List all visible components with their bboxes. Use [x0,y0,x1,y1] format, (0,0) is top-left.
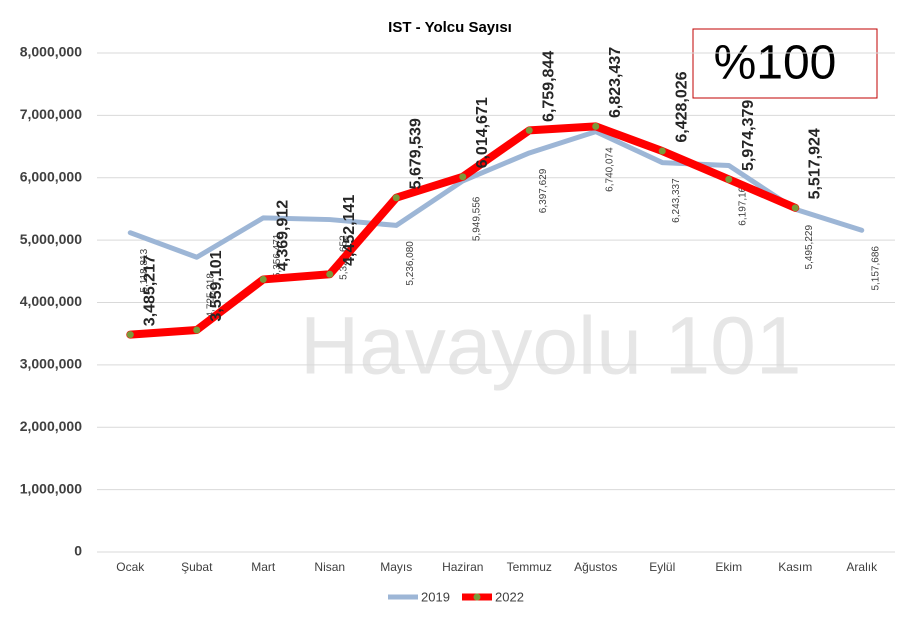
data-label: 6,823,437 [607,47,624,118]
data-label: 5,974,379 [740,100,757,171]
x-tick-label: Ağustos [574,560,617,574]
marker [525,126,533,134]
marker [126,331,134,339]
y-tick-label: 8,000,000 [20,44,82,60]
y-tick-label: 3,000,000 [20,356,82,372]
data-label: 6,243,337 [671,178,682,223]
data-label: 5,495,229 [804,225,815,270]
data-label: 5,949,556 [471,196,482,241]
y-tick-label: 0 [74,543,82,559]
marker [592,122,600,130]
data-label: 4,369,912 [274,200,291,271]
data-label: 6,197,168 [737,181,748,226]
x-tick-label: Haziran [442,560,483,574]
marker [658,147,666,155]
data-label: 5,118,813 [139,248,150,292]
annotation: %100 [714,37,837,90]
y-tick-label: 5,000,000 [20,231,82,247]
y-tick-label: 1,000,000 [20,480,82,496]
data-label: 6,397,629 [538,168,549,213]
data-label: 5,157,686 [870,246,881,291]
data-label: 6,428,026 [673,71,690,142]
legend-label: 2022 [495,589,524,604]
x-tick-label: Mayıs [380,560,412,574]
x-tick-label: Eylül [649,560,675,574]
marker [459,173,467,181]
data-label: 3,485,217 [141,255,158,326]
x-tick-label: Nisan [314,560,345,574]
marker [259,275,267,283]
data-label: 6,759,844 [540,51,557,122]
x-tick-label: Mart [251,560,276,574]
data-label: 3,559,101 [208,250,225,321]
x-tick-label: Aralık [846,560,878,574]
marker [725,175,733,183]
legend-marker [473,593,481,601]
y-tick-label: 6,000,000 [20,168,82,184]
data-label: 6,014,671 [474,97,491,168]
annotation-box [692,28,878,99]
data-label: 5,517,924 [806,128,823,199]
x-tick-label: Kasım [778,560,812,574]
marker [193,326,201,334]
x-tick-label: Ekim [715,560,742,574]
y-tick-label: 7,000,000 [20,106,82,122]
data-label: 4,452,141 [341,195,358,266]
data-label: 5,679,539 [407,118,424,189]
data-label: 5,236,080 [405,241,416,286]
y-tick-label: 2,000,000 [20,418,82,434]
marker [791,204,799,212]
y-tick-label: 4,000,000 [20,293,82,309]
data-label: 5,356,471 [272,233,283,278]
x-tick-label: Temmuz [507,560,552,574]
data-label: 4,725,218 [205,273,216,318]
marker [392,194,400,202]
x-tick-label: Ocak [116,560,145,574]
watermark: Havayolu 101 [300,301,801,392]
marker [326,270,334,278]
chart-title: IST - Yolcu Sayısı [388,19,512,36]
legend-label: 2019 [421,589,450,604]
x-tick-label: Şubat [181,560,213,574]
series-line [127,129,865,260]
data-label: 6,740,074 [604,147,615,192]
